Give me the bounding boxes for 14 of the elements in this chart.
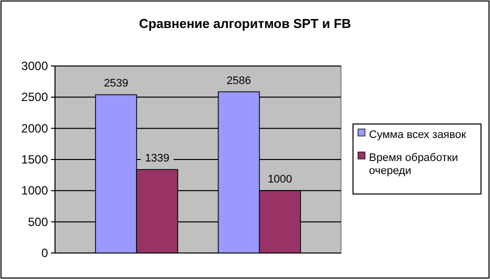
chart-title: Сравнение алгоритмов SPT и FB xyxy=(138,16,352,31)
y-tick-label: 500 xyxy=(28,214,48,229)
data-label: 2586 xyxy=(226,74,252,87)
y-tick-label: 2000 xyxy=(21,121,48,136)
y-tick-label: 0 xyxy=(41,246,48,260)
data-label: 1339 xyxy=(144,152,170,165)
legend-label: Время обработки очереди xyxy=(369,152,458,177)
legend-label: Сумма всех заявок xyxy=(369,129,466,141)
y-tick-label: 2500 xyxy=(21,90,48,104)
data-label: 1000 xyxy=(268,174,292,186)
y-tick-label: 1500 xyxy=(21,152,48,166)
y-tick-label: 3000 xyxy=(21,59,48,73)
y-tick-label: 1000 xyxy=(21,184,48,198)
data-label: 2539 xyxy=(104,78,128,90)
